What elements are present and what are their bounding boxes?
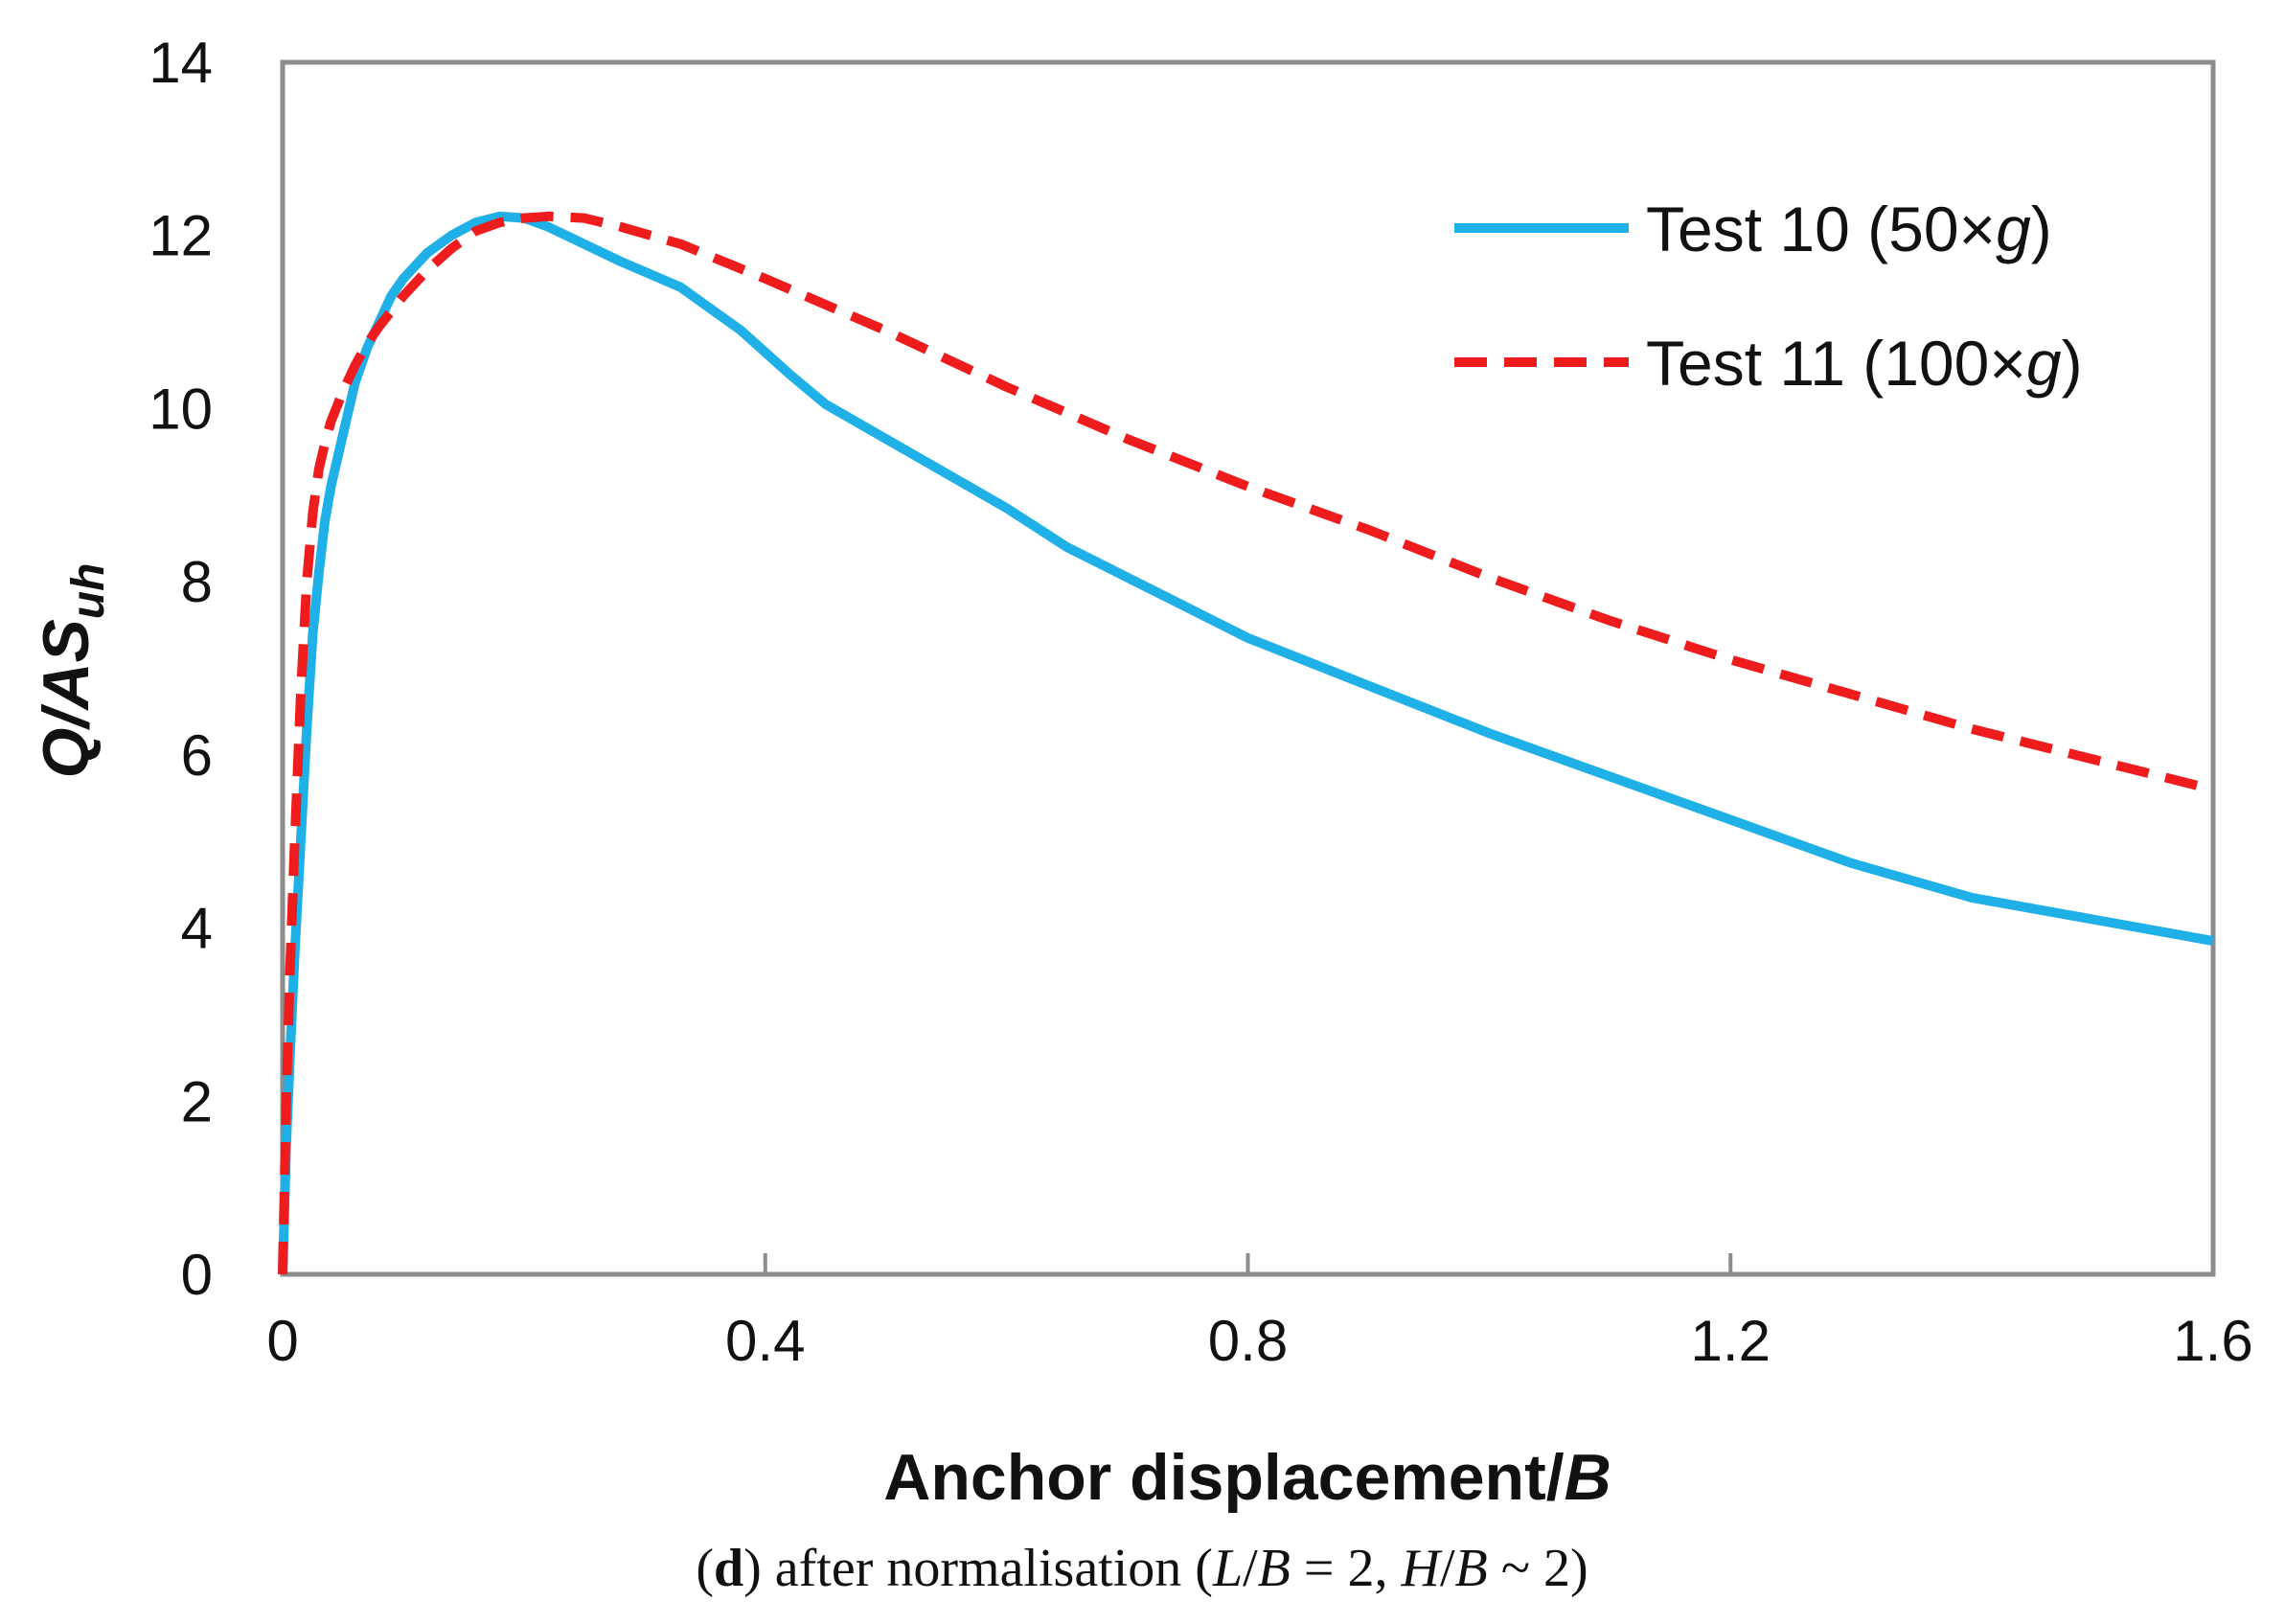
- y-tick-label: 12: [149, 204, 213, 268]
- x-axis-title: Anchor displacement/B: [883, 1441, 1611, 1514]
- y-tick-label: 0: [181, 1243, 213, 1307]
- x-tick-label: 0.4: [725, 1309, 805, 1373]
- y-tick-label: 10: [149, 377, 213, 441]
- x-tick-label: 0.8: [1208, 1309, 1288, 1373]
- y-tick-label: 4: [181, 897, 213, 961]
- series-line-test-10: [278, 211, 2214, 1275]
- y-tick-label: 6: [181, 723, 213, 788]
- y-tick-label: 8: [181, 550, 213, 614]
- figure-caption: (d) after normalisation (L/B = 2, H/B ~ …: [696, 1539, 1588, 1598]
- legend-label-test-11: Test 11 (100×g): [1646, 328, 2083, 399]
- y-tick-label: 14: [149, 31, 213, 95]
- legend-label-test-10: Test 10 (50×g): [1646, 194, 2052, 264]
- x-tick-label: 1.2: [1691, 1309, 1771, 1373]
- x-axis-ticks: 0 0.4 0.8 1.2 1.6: [266, 1253, 2253, 1373]
- y-tick-label: 2: [181, 1069, 213, 1133]
- x-tick-label: 0: [266, 1309, 298, 1373]
- series-layer: [278, 211, 2215, 1275]
- y-axis-title-sub: uh: [63, 563, 114, 620]
- x-tick-label: 1.6: [2173, 1309, 2252, 1373]
- y-axis-ticks: 0 2 4 6 8 10 12 14: [149, 31, 213, 1307]
- series-line-test-11: [278, 211, 2215, 1275]
- y-axis-title: Q/ASuh: [30, 563, 114, 779]
- y-axis-title-main: Q/AS: [30, 619, 103, 778]
- legend: Test 10 (50×g) Test 11 (100×g): [1454, 194, 2083, 399]
